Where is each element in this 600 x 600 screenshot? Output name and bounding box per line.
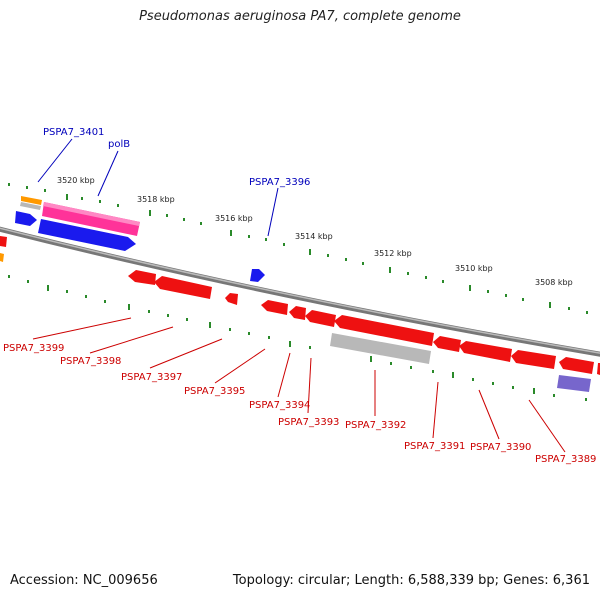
- forward-label-connectors: [37, 138, 279, 237]
- scale-label: 3516 kbp: [215, 214, 253, 223]
- genome-backbone: [0, 226, 600, 357]
- gene-feature-polb[interactable]: [38, 219, 136, 251]
- misc-feature[interactable]: [557, 375, 591, 392]
- gene-feature-pspa7-3397[interactable]: [225, 293, 238, 305]
- gene-feature-pspa7-3398[interactable]: [154, 276, 212, 299]
- gene-feature-pspa7-3391[interactable]: [433, 336, 461, 352]
- scale-label: 3512 kbp: [374, 249, 412, 258]
- rrna-feature-top: [43, 202, 140, 226]
- gene-feature-pspa7-3395[interactable]: [261, 300, 288, 315]
- gene-label-pspa7-3391[interactable]: PSPA7_3391: [404, 441, 465, 452]
- gene-label-pspa7-3394[interactable]: PSPA7_3394: [249, 400, 310, 411]
- gene-feature-pspa7-3393[interactable]: [305, 310, 336, 327]
- reverse-label-connectors: [32, 317, 566, 453]
- gene-feature-pspa7-3396[interactable]: [250, 269, 265, 282]
- gene-label-polb[interactable]: polB: [108, 139, 130, 150]
- gene-label-pspa7-3399[interactable]: PSPA7_3399: [3, 343, 64, 354]
- accession-text: Accession: NC_009656: [10, 573, 158, 588]
- map-title: Pseudomonas aeruginosa PA7, complete gen…: [139, 9, 461, 24]
- gene-feature-pspa7-3401[interactable]: [15, 211, 37, 226]
- gene-label-pspa7-3392[interactable]: PSPA7_3392: [345, 420, 406, 431]
- reverse-features: [128, 270, 600, 392]
- scale-label: 3514 kbp: [295, 232, 333, 241]
- edge-feature-left-2: [0, 253, 4, 262]
- edge-feature-left: [0, 236, 7, 247]
- pseudo-feature-3392[interactable]: [330, 333, 431, 364]
- genome-summary-text: Topology: circular; Length: 6,588,339 bp…: [232, 573, 590, 588]
- forward-features: [0, 196, 265, 282]
- gene-label-pspa7-3393[interactable]: PSPA7_3393: [278, 417, 339, 428]
- edge-feature-right: [597, 363, 600, 375]
- gene-label-pspa7-3395[interactable]: PSPA7_3395: [184, 386, 245, 397]
- scale-label: 3510 kbp: [455, 264, 493, 273]
- gene-feature-pspa7-3390[interactable]: [459, 341, 512, 362]
- gene-feature-pspa7-3399[interactable]: [128, 270, 156, 285]
- gene-feature-pspa7-3394[interactable]: [289, 306, 306, 320]
- upper-scale-track: [8, 183, 588, 314]
- gene-label-pspa7-3397[interactable]: PSPA7_3397: [121, 372, 182, 383]
- gene-feature-pspa7-3389a[interactable]: [511, 350, 556, 369]
- pseudo-feature[interactable]: [20, 202, 41, 210]
- gene-label-pspa7-3401[interactable]: PSPA7_3401: [43, 127, 104, 138]
- genome-backbone-highlight: [0, 227, 600, 354]
- trna-feature[interactable]: [21, 196, 42, 205]
- gene-label-pspa7-3398[interactable]: PSPA7_3398: [60, 356, 121, 367]
- lower-scale-track: [8, 275, 587, 401]
- gene-feature-pspa7-3392[interactable]: [334, 315, 434, 346]
- gene-label-pspa7-3389[interactable]: PSPA7_3389: [535, 454, 596, 465]
- scale-label: 3508 kbp: [535, 278, 573, 287]
- gene-label-pspa7-3390[interactable]: PSPA7_3390: [470, 442, 531, 453]
- gene-feature-pspa7-3389[interactable]: [559, 357, 594, 374]
- gene-label-pspa7-3396[interactable]: PSPA7_3396: [249, 177, 310, 188]
- scale-label: 3520 kbp: [57, 176, 95, 185]
- scale-label: 3518 kbp: [137, 195, 175, 204]
